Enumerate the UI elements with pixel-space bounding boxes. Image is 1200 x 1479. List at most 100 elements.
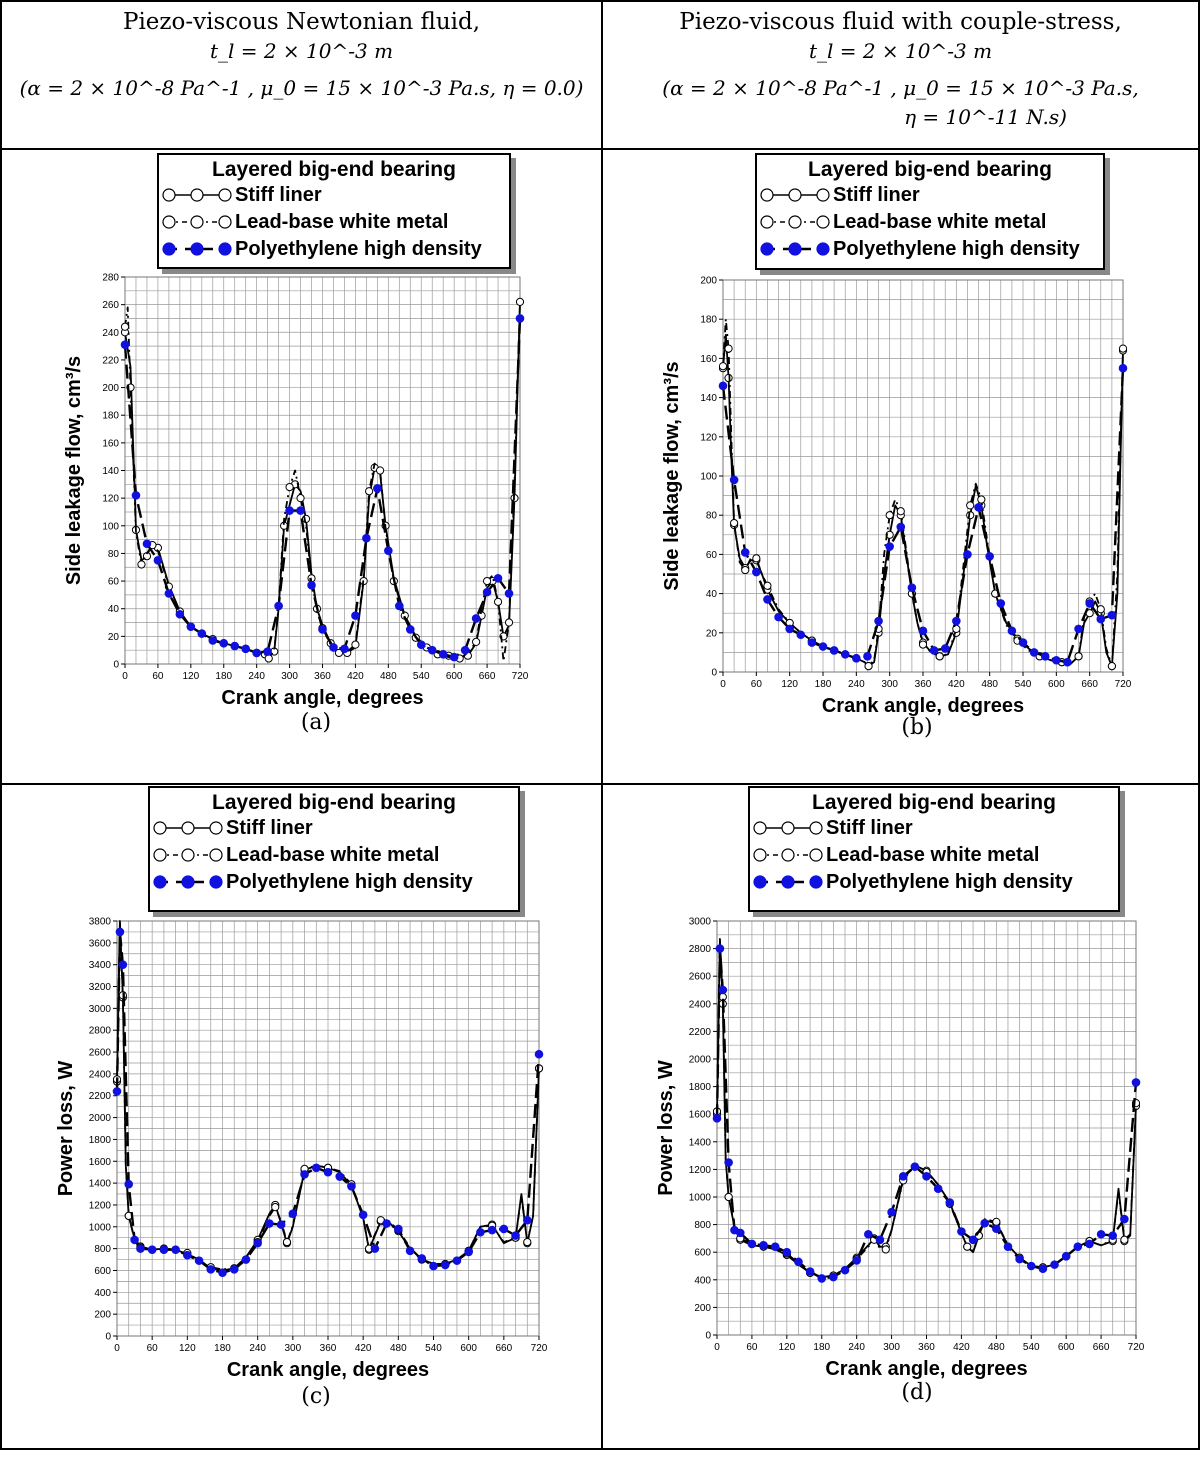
data-point: [460, 645, 470, 655]
data-point: [1096, 605, 1105, 614]
data-point: [241, 1255, 251, 1264]
x-tick-label: 420: [347, 671, 364, 682]
y-tick-label: 20: [108, 632, 120, 643]
data-point: [318, 625, 327, 634]
x-tick-label: 240: [249, 1343, 266, 1354]
y-tick-label: 200: [94, 1310, 111, 1321]
y-tick-label: 60: [108, 577, 120, 588]
legend-label: Stiff liner: [826, 817, 913, 839]
x-tick-label: 480: [390, 1343, 407, 1354]
y-tick-label: 3200: [89, 982, 112, 993]
data-point: [735, 1228, 745, 1238]
data-point: [522, 1215, 532, 1225]
data-point: [136, 1244, 145, 1253]
x-tick-label: 60: [751, 679, 763, 690]
header-left-line2: t_l = 2 × 10^-3 m: [209, 39, 394, 63]
series-polyethylene-high-density: [712, 944, 1141, 1283]
y-tick-label: 2200: [89, 1091, 112, 1102]
data-point: [1061, 1252, 1071, 1261]
data-point: [282, 1237, 292, 1247]
data-point: [285, 482, 294, 492]
data-point: [974, 503, 983, 512]
data-point: [752, 567, 761, 577]
data-point: [1120, 1214, 1129, 1224]
data-point: [1120, 1235, 1129, 1244]
data-point: [1096, 1229, 1106, 1239]
y-tick-label: 180: [700, 315, 717, 326]
y-tick-label: 3400: [89, 960, 112, 971]
data-point: [1107, 610, 1117, 620]
y-tick-label: 260: [102, 300, 119, 311]
data-point: [1118, 363, 1128, 373]
chart-caption: (d): [901, 1380, 933, 1405]
data-point: [718, 362, 728, 371]
y-axis-label: Power loss, W: [655, 1060, 677, 1196]
data-point: [940, 644, 950, 653]
legend-item: Stiff liner: [150, 815, 518, 842]
data-point: [712, 1114, 722, 1123]
x-tick-label: 180: [813, 1342, 830, 1353]
y-tick-label: 0: [105, 1332, 111, 1343]
data-point: [335, 1172, 345, 1181]
data-point: [452, 1256, 462, 1265]
data-point: [476, 1227, 485, 1237]
y-tick-label: 2200: [689, 1027, 712, 1038]
data-point: [1107, 662, 1116, 671]
data-point: [945, 1198, 955, 1207]
data-point: [499, 1224, 509, 1234]
data-point: [147, 1245, 157, 1255]
y-tick-label: 2400: [89, 1069, 112, 1080]
y-tick-label: 80: [706, 511, 718, 522]
y-tick-label: 180: [102, 411, 119, 422]
data-point: [120, 340, 130, 350]
data-point: [996, 599, 1006, 608]
data-point: [729, 475, 739, 485]
x-tick-label: 540: [1023, 1342, 1040, 1353]
series-line: [124, 301, 521, 663]
legend-item: Polyethylene high density: [159, 236, 509, 263]
legend-item: Lead-base white metal: [150, 842, 518, 869]
legend-symbol: [153, 848, 223, 862]
data-point: [186, 622, 196, 631]
y-tick-label: 220: [102, 355, 119, 366]
x-tick-label: 240: [848, 679, 865, 690]
data-point: [358, 1210, 368, 1220]
data-point: [362, 533, 371, 543]
data-point: [730, 518, 739, 528]
data-point: [208, 636, 218, 645]
data-point: [933, 1184, 943, 1194]
x-tick-label: 480: [988, 1342, 1005, 1353]
legend-label: Polyethylene high density: [833, 238, 1080, 260]
y-tick-label: 1800: [89, 1135, 112, 1146]
data-point: [785, 624, 794, 634]
data-point: [770, 1242, 780, 1251]
x-axis-label: Crank angle, degrees: [822, 695, 1024, 717]
data-point: [334, 648, 344, 658]
header-right: Piezo-viscous fluid with couple-stress, …: [601, 8, 1200, 132]
data-point: [323, 1167, 333, 1177]
data-point: [1085, 1239, 1094, 1249]
data-point: [805, 1267, 815, 1276]
header-left-line3: (α = 2 × 10^-8 Pa^-1 , μ_0 = 15 × 10^-3 …: [19, 76, 584, 100]
data-point: [852, 653, 861, 663]
y-tick-label: 160: [102, 438, 119, 449]
y-tick-label: 1600: [89, 1157, 112, 1168]
data-point: [194, 1256, 204, 1265]
data-point: [482, 587, 492, 597]
data-point: [922, 1172, 931, 1181]
y-tick-label: 240: [102, 328, 119, 339]
legend-symbol: [760, 188, 830, 202]
data-point: [405, 625, 415, 634]
data-point: [365, 487, 374, 496]
data-point: [1108, 1231, 1118, 1240]
header-left-line1: Piezo-viscous Newtonian fluid,: [122, 9, 481, 35]
data-point: [929, 646, 939, 655]
x-tick-label: 300: [281, 671, 298, 682]
legend-symbol: [753, 821, 823, 835]
data-point: [918, 640, 928, 649]
data-point: [724, 1158, 733, 1167]
x-tick-label: 720: [1128, 1342, 1145, 1353]
data-point: [818, 642, 828, 651]
legend-item: Lead-base white metal: [750, 842, 1118, 869]
